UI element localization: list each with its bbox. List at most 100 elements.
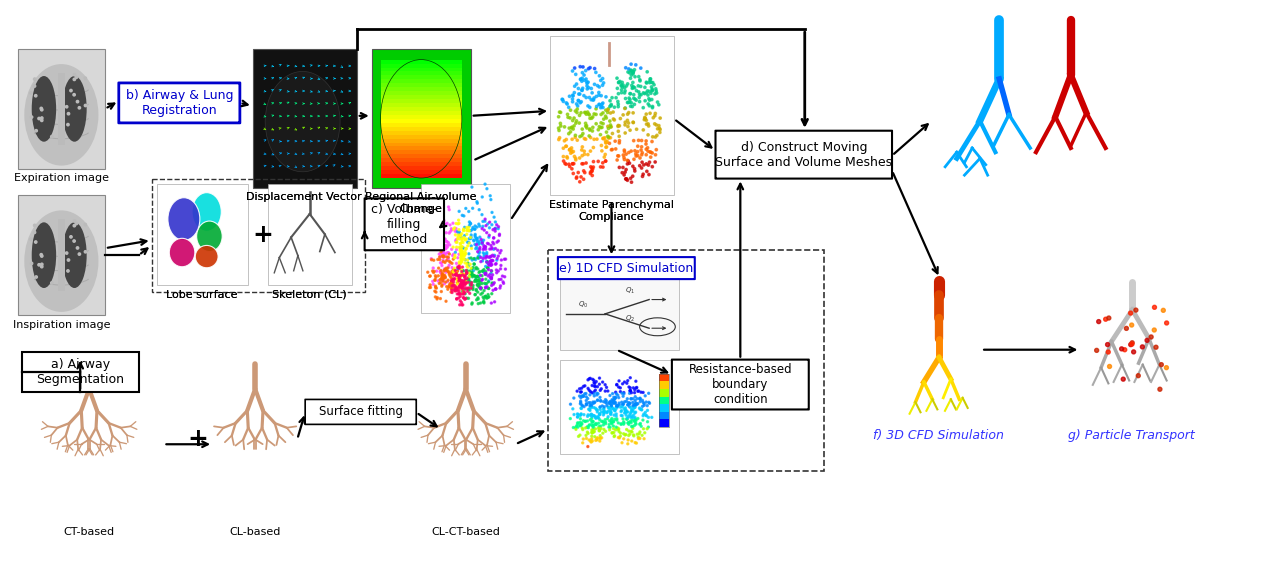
Circle shape bbox=[608, 99, 611, 102]
Circle shape bbox=[627, 423, 630, 425]
Circle shape bbox=[630, 425, 632, 428]
Circle shape bbox=[592, 425, 594, 427]
Circle shape bbox=[461, 261, 462, 263]
Circle shape bbox=[592, 99, 594, 101]
Circle shape bbox=[458, 246, 461, 248]
Circle shape bbox=[460, 249, 462, 251]
Circle shape bbox=[610, 412, 612, 413]
Circle shape bbox=[630, 421, 632, 424]
Circle shape bbox=[594, 108, 597, 110]
Circle shape bbox=[461, 250, 462, 251]
Circle shape bbox=[462, 273, 465, 275]
Circle shape bbox=[448, 286, 450, 288]
Circle shape bbox=[650, 81, 653, 84]
Circle shape bbox=[1165, 366, 1168, 370]
Circle shape bbox=[648, 98, 650, 100]
Bar bbox=[659, 374, 669, 427]
Circle shape bbox=[610, 411, 612, 413]
Circle shape bbox=[460, 262, 461, 264]
Circle shape bbox=[615, 429, 617, 431]
Circle shape bbox=[479, 242, 480, 244]
Circle shape bbox=[624, 108, 626, 110]
Circle shape bbox=[599, 94, 602, 97]
Bar bbox=[659, 419, 669, 427]
Bar bbox=[18, 195, 105, 315]
Circle shape bbox=[458, 261, 460, 263]
Circle shape bbox=[432, 270, 433, 272]
Circle shape bbox=[490, 261, 491, 262]
Circle shape bbox=[630, 398, 632, 400]
Circle shape bbox=[450, 283, 451, 284]
Ellipse shape bbox=[196, 246, 218, 268]
Circle shape bbox=[441, 269, 442, 272]
Circle shape bbox=[591, 384, 593, 387]
Circle shape bbox=[624, 422, 625, 424]
Circle shape bbox=[461, 285, 464, 287]
Circle shape bbox=[470, 257, 472, 259]
Circle shape bbox=[639, 431, 641, 433]
Bar bbox=[381, 64, 462, 68]
Circle shape bbox=[572, 94, 574, 97]
Circle shape bbox=[452, 278, 453, 280]
Circle shape bbox=[569, 131, 572, 133]
Circle shape bbox=[566, 116, 569, 118]
Circle shape bbox=[606, 400, 607, 402]
Circle shape bbox=[593, 68, 596, 70]
Circle shape bbox=[624, 92, 626, 94]
Circle shape bbox=[484, 229, 485, 231]
Circle shape bbox=[448, 232, 451, 234]
Circle shape bbox=[500, 265, 502, 266]
Circle shape bbox=[630, 105, 632, 108]
Circle shape bbox=[635, 423, 638, 425]
Circle shape bbox=[441, 265, 443, 266]
Circle shape bbox=[464, 284, 466, 286]
Circle shape bbox=[458, 304, 461, 306]
Circle shape bbox=[469, 270, 470, 272]
Circle shape bbox=[583, 406, 585, 407]
Circle shape bbox=[578, 122, 580, 124]
Circle shape bbox=[476, 284, 479, 286]
Circle shape bbox=[485, 246, 486, 248]
Circle shape bbox=[472, 288, 474, 291]
Circle shape bbox=[475, 276, 476, 278]
Circle shape bbox=[461, 304, 462, 306]
Circle shape bbox=[574, 134, 577, 136]
Circle shape bbox=[479, 236, 481, 238]
Circle shape bbox=[649, 80, 652, 82]
Circle shape bbox=[572, 162, 574, 165]
Circle shape bbox=[466, 272, 467, 275]
Circle shape bbox=[621, 172, 624, 174]
Circle shape bbox=[455, 271, 457, 273]
Circle shape bbox=[486, 261, 489, 263]
Circle shape bbox=[573, 155, 575, 158]
Circle shape bbox=[490, 255, 493, 257]
Circle shape bbox=[626, 418, 629, 420]
Circle shape bbox=[466, 269, 467, 272]
Circle shape bbox=[644, 117, 646, 120]
Circle shape bbox=[613, 401, 615, 402]
Circle shape bbox=[585, 85, 588, 87]
Circle shape bbox=[462, 297, 465, 299]
Circle shape bbox=[641, 405, 644, 407]
Circle shape bbox=[464, 283, 466, 284]
Circle shape bbox=[462, 281, 465, 283]
Bar bbox=[659, 404, 669, 412]
Circle shape bbox=[627, 403, 629, 406]
Circle shape bbox=[579, 403, 582, 405]
Circle shape bbox=[599, 409, 601, 410]
Circle shape bbox=[636, 398, 638, 399]
Circle shape bbox=[632, 112, 634, 114]
Bar bbox=[381, 174, 462, 178]
Circle shape bbox=[432, 283, 434, 286]
Circle shape bbox=[444, 277, 446, 279]
Circle shape bbox=[466, 259, 469, 261]
Circle shape bbox=[451, 281, 452, 283]
Circle shape bbox=[613, 432, 615, 434]
Circle shape bbox=[488, 287, 489, 290]
Bar bbox=[381, 103, 462, 107]
Circle shape bbox=[460, 267, 461, 269]
Circle shape bbox=[441, 275, 443, 277]
Circle shape bbox=[643, 106, 644, 109]
Circle shape bbox=[478, 283, 479, 286]
Circle shape bbox=[639, 398, 641, 400]
